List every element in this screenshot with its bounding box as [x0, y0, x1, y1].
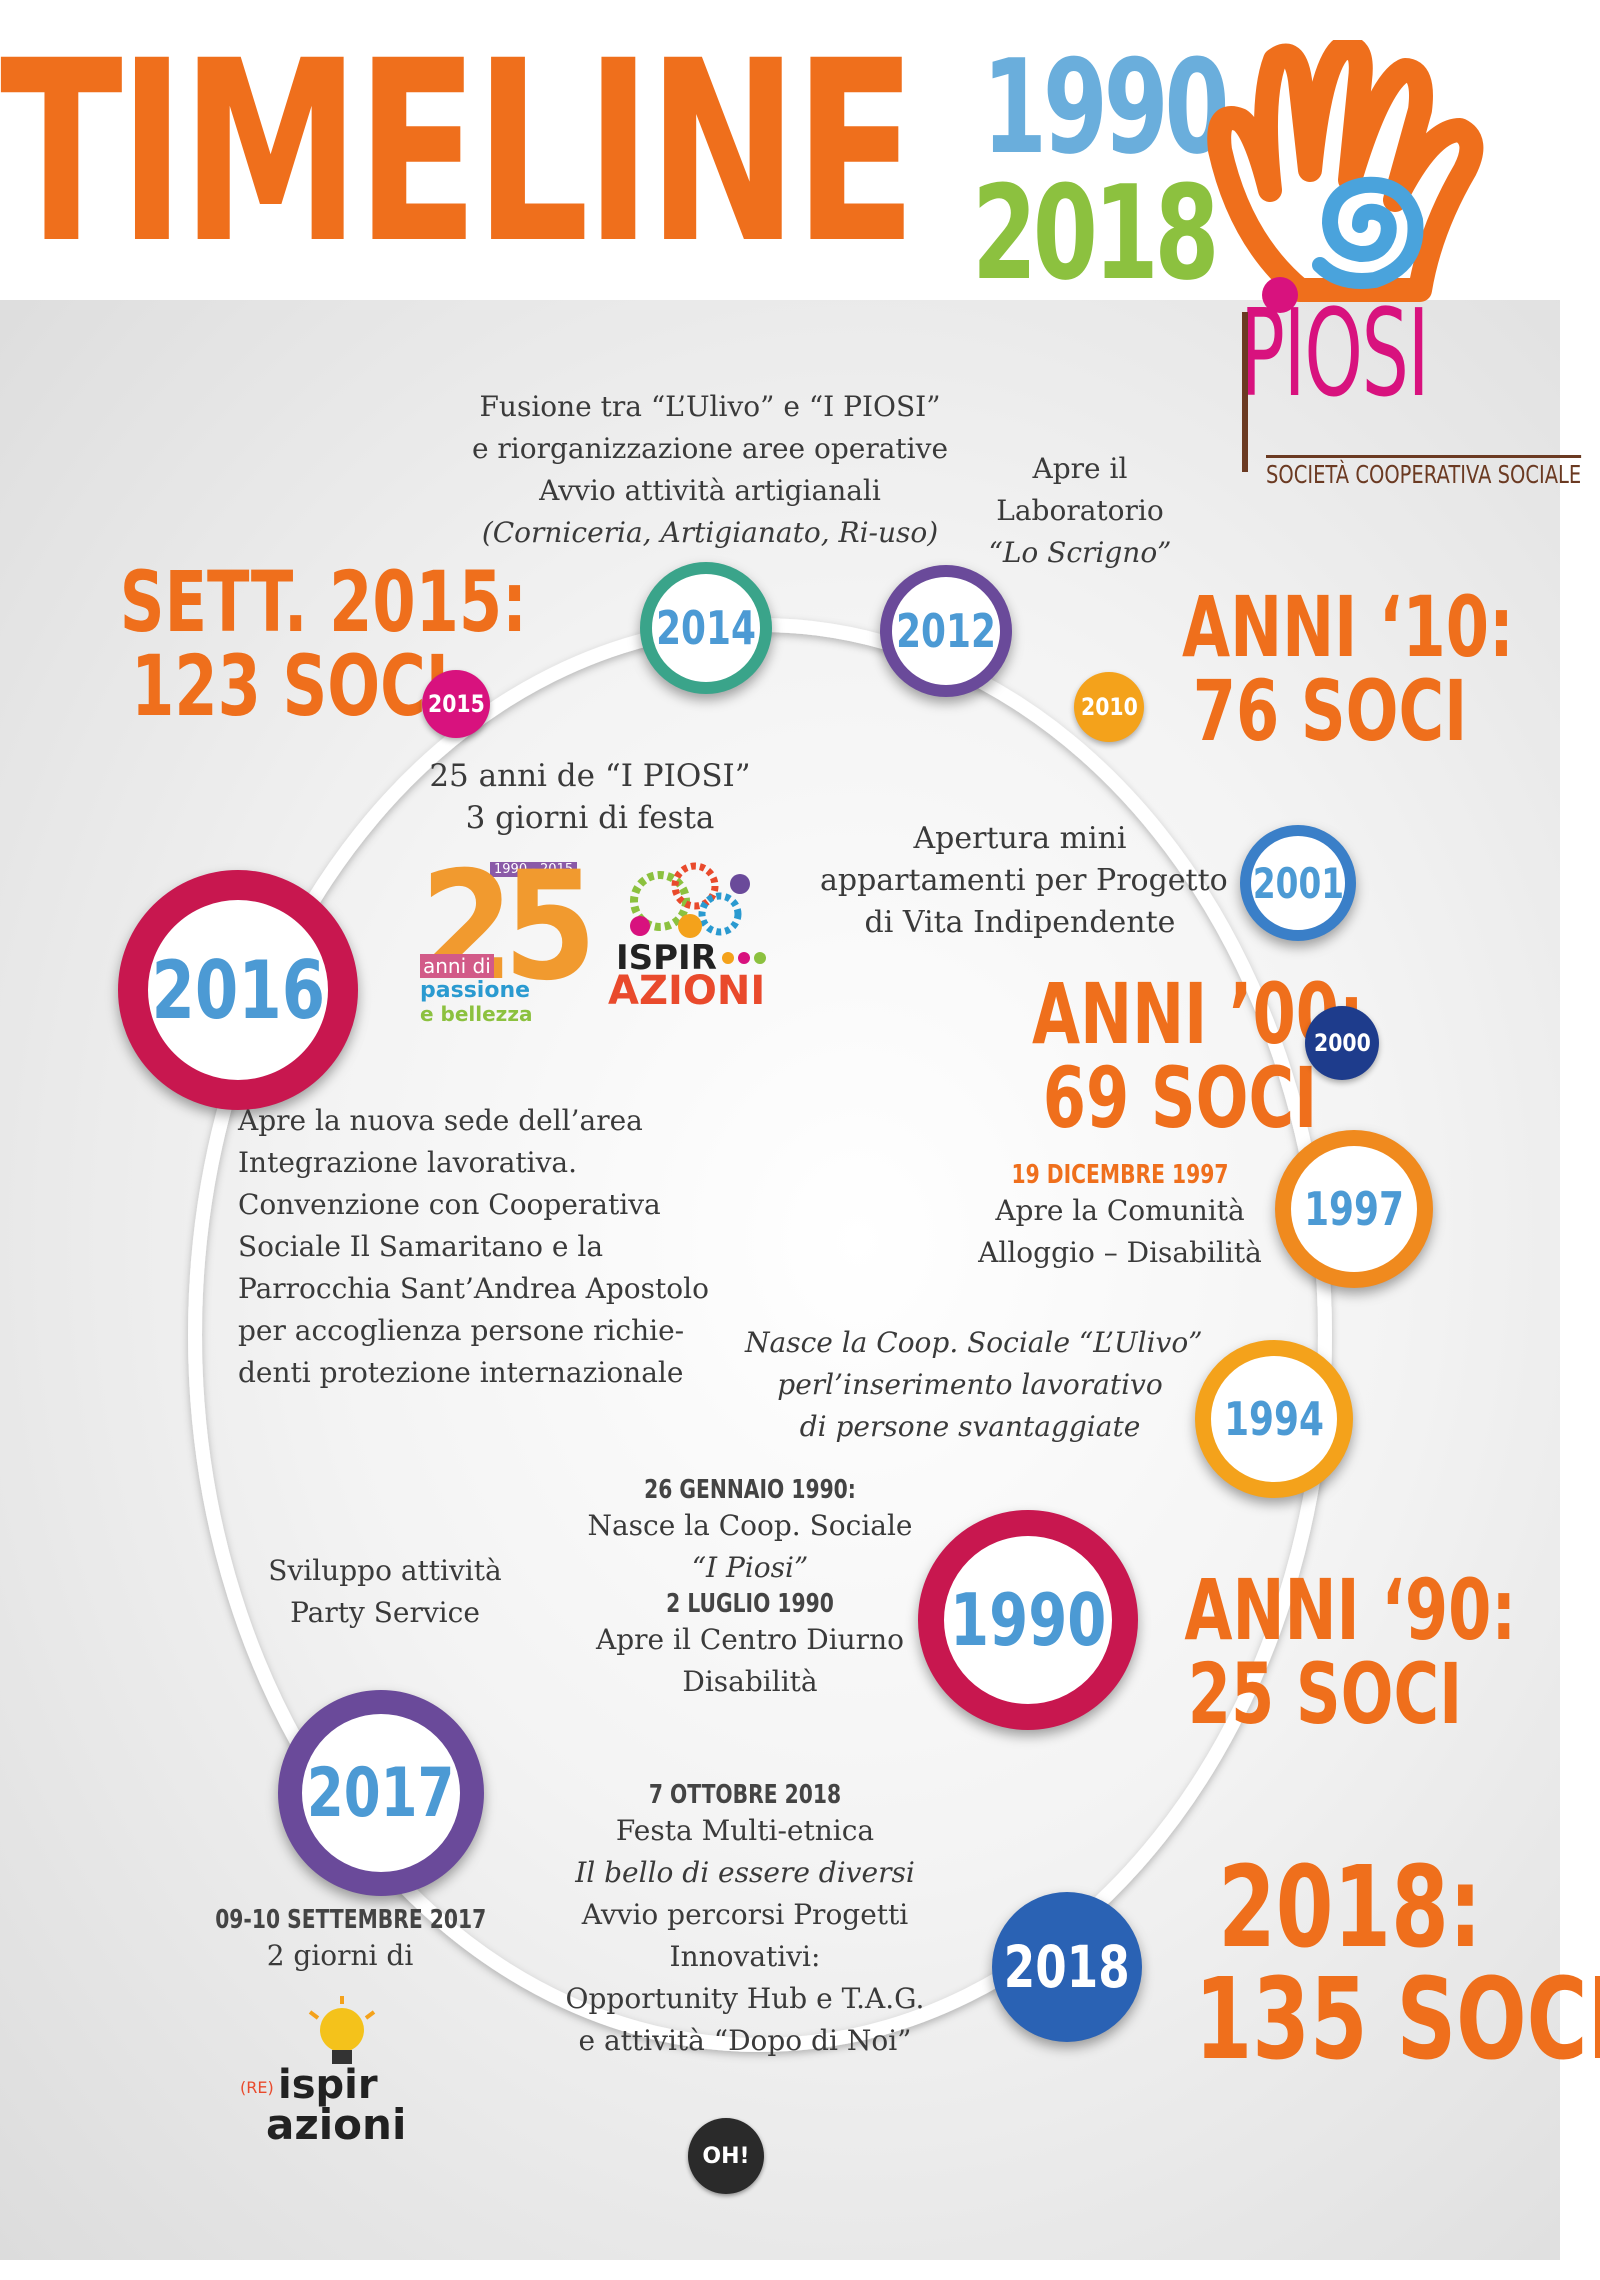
event-1990: 26 GENNAIO 1990: Nasce la Coop. Sociale … — [587, 1475, 913, 1698]
node-1994[interactable]: 1994 — [1195, 1340, 1353, 1498]
milestone-2000: ANNI ’00: 69 SOCI — [1032, 965, 1364, 1147]
brain-gears-icon — [630, 862, 750, 938]
lightbulb-icon — [308, 1996, 376, 2064]
logo-underline — [1242, 312, 1248, 472]
milestone-2010: ANNI ‘10: 76 SOCI — [1182, 578, 1514, 760]
dot-2010[interactable]: 2010 — [1074, 672, 1144, 742]
hand-spiral-icon — [1207, 36, 1484, 313]
milestone-1990: ANNI ‘90: 25 SOCI — [1184, 1561, 1517, 1743]
ispir-dots — [722, 952, 782, 966]
event-2017-party: Sviluppo attività Party Service — [268, 1554, 502, 1629]
node-2017[interactable]: 2017 — [278, 1690, 484, 1896]
badge-reispirazioni-2017: (RE) ispir azioni — [240, 1996, 430, 2149]
node-1990[interactable]: 1990 — [918, 1510, 1138, 1730]
badge-25-l3: e bellezza — [420, 1002, 533, 1026]
reispir-top: ispir — [278, 2062, 378, 2108]
badge-25-anni: 1990 - 2015 25 anni di passione e bellez… — [420, 852, 610, 1026]
oh-label: OH! — [702, 2143, 750, 2169]
node-2014[interactable]: 2014 — [640, 562, 772, 694]
ispir-bottom: AZIONI — [608, 968, 766, 1014]
logo-name: PIOSI — [1240, 285, 1430, 424]
header-year-start: 1990 — [982, 31, 1230, 183]
event-1994: Nasce la Coop. Sociale “L’Ulivo” perl’in… — [745, 1326, 1203, 1443]
reispir-prefix: (RE) — [240, 2078, 274, 2097]
badge-25-range: 1990 - 2015 — [490, 862, 578, 877]
badge-25-l2: passione — [420, 978, 531, 1003]
event-2001: Apertura mini appartamenti per Progetto … — [820, 821, 1228, 940]
node-2012[interactable]: 2012 — [880, 565, 1012, 697]
badge-ispirazioni-2015: ISPIR AZIONI — [600, 856, 780, 1026]
node-2001[interactable]: 2001 — [1240, 825, 1356, 941]
badge-oh: OH! — [688, 2118, 764, 2194]
reispir-bottom: azioni — [266, 2100, 407, 2149]
event-2014: Fusione tra “L’Ulivo” e “I PIOSI” e rior… — [471, 390, 949, 549]
piosi-logo: PIOSI SOCIETÀ COOPERATIVA SOCIALE — [1180, 36, 1582, 489]
event-2015: 25 anni de “I PIOSI” 3 giorni di festa — [429, 758, 751, 836]
event-1997: 19 DICEMBRE 1997 Apre la Comunità Allogg… — [978, 1160, 1262, 1269]
logo-tagline: SOCIETÀ COOPERATIVA SOCIALE — [1266, 455, 1582, 489]
badge-25-l1: anni di — [420, 954, 494, 978]
event-2018: 7 OTTOBRE 2018 Festa Multi-etnica Il bel… — [565, 1780, 925, 2057]
dot-2015[interactable]: 2015 — [422, 670, 490, 738]
ispir-top: ISPIR — [616, 938, 717, 978]
event-2016: Apre la nuova sede dell’area Integrazion… — [238, 1104, 709, 1389]
event-2012: Apre il Laboratorio “Lo Scrigno” — [988, 452, 1172, 569]
milestone-2015: SETT. 2015: 123 SOCI — [119, 553, 527, 735]
header-title: TIMELINE — [0, 7, 917, 298]
node-2018[interactable]: 2018 — [992, 1892, 1142, 2042]
node-1997[interactable]: 1997 — [1275, 1130, 1433, 1288]
milestone-2018: 2018: 135 SOCI — [1194, 1843, 1600, 2085]
event-2017-festival: 09-10 SETTEMBRE 2017 2 giorni di — [215, 1905, 487, 1972]
node-2016[interactable]: 2016 — [118, 870, 358, 1110]
header-year-end: 2018 — [972, 157, 1220, 309]
dot-2000[interactable]: 2000 — [1305, 1006, 1379, 1080]
